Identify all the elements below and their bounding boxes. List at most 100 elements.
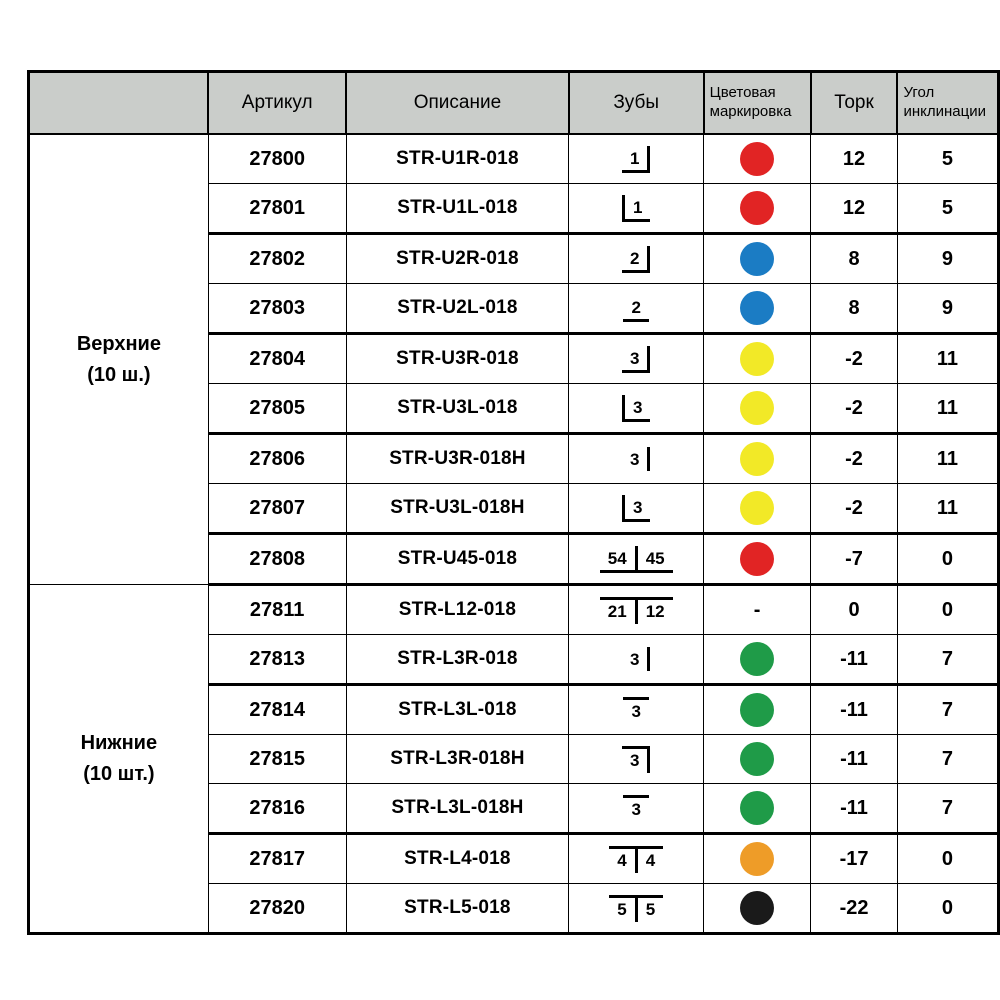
- teeth-quadrant-bar: [634, 596, 638, 624]
- teeth-notation: 1: [621, 194, 651, 222]
- group-count: (10 шт.): [83, 762, 155, 785]
- color-marking-cell: [703, 283, 812, 335]
- article-cell: 27808: [207, 533, 347, 586]
- teeth-cell: 21 12: [568, 584, 705, 635]
- group-title: Нижние: [80, 731, 158, 754]
- torque-cell: -2: [810, 483, 898, 535]
- teeth-number: 54: [599, 546, 635, 573]
- teeth-quadrant-bar: [647, 447, 651, 471]
- teeth-quadrant-bar: [647, 745, 651, 773]
- color-marking-cell: [703, 734, 812, 784]
- description-cell: STR-U3L-018H: [345, 483, 570, 535]
- table-row: 27806 STR-U3R-018H 3 -2 11: [29, 433, 1000, 484]
- torque-cell: -11: [810, 684, 898, 735]
- torque-cell: -2: [810, 383, 898, 435]
- article-cell: 27800: [207, 133, 347, 184]
- teeth-number: 3: [621, 745, 648, 773]
- description-cell: STR-U2L-018: [345, 283, 570, 335]
- color-marking-cell: [703, 233, 812, 284]
- table-row: 27803 STR-U2L-018 2 8 9: [29, 283, 1000, 335]
- teeth-number: 1: [621, 146, 648, 173]
- description-cell: STR-L4-018: [345, 833, 570, 884]
- description-cell: STR-L3R-018: [345, 634, 570, 686]
- table-row: 27801 STR-U1L-018 1 12 5: [29, 183, 1000, 235]
- teeth-cell: 1: [568, 183, 705, 235]
- teeth-notation: 3: [622, 647, 651, 672]
- description-cell: STR-U1R-018: [345, 133, 570, 184]
- teeth-number: 3: [624, 395, 651, 422]
- angle-cell: 0: [896, 833, 1000, 884]
- angle-cell: 5: [896, 183, 1000, 235]
- angle-cell: 7: [896, 734, 1000, 784]
- brackets-product-table: Артикул Описание Зубы Цветовая маркировк…: [27, 70, 1000, 935]
- torque-cell: -2: [810, 333, 898, 384]
- teeth-notation: 54 45: [599, 545, 673, 573]
- teeth-notation: 3: [623, 696, 649, 724]
- group-label-cell: Верхние (10 ш.): [27, 133, 209, 585]
- teeth-cell: 3: [568, 734, 705, 784]
- teeth-notation: 2: [623, 295, 649, 322]
- teeth-notation: 2: [621, 245, 651, 273]
- description-cell: STR-L12-018: [345, 584, 570, 635]
- teeth-number: 3: [623, 794, 649, 822]
- green-color-dot: [740, 742, 775, 776]
- table-row: 27814 STR-L3L-018 3 -11 7: [29, 684, 1000, 735]
- angle-cell: 5: [896, 133, 1000, 184]
- description-cell: STR-U3R-018: [345, 333, 570, 384]
- teeth-number: 3: [629, 449, 640, 469]
- color-marking-cell: [703, 783, 812, 835]
- table-row: Верхние (10 ш.) 27800 STR-U1R-018 1 1 2 5: [27, 133, 1000, 585]
- color-marking-cell: [703, 483, 812, 535]
- table-row: 27804 STR-U3R-018 3 -2 11: [29, 333, 1000, 384]
- header-row: Артикул Описание Зубы Цветовая маркировк…: [27, 70, 1000, 135]
- teeth-number: 2: [623, 295, 649, 322]
- header-empty-cell: [27, 70, 210, 135]
- yellow-color-dot: [740, 342, 775, 376]
- article-cell: 27820: [207, 883, 347, 934]
- teeth-number: 3: [624, 495, 651, 522]
- teeth-cell: 54 45: [568, 533, 705, 586]
- teeth-cell: 2: [568, 233, 705, 284]
- article-cell: 27803: [207, 283, 347, 335]
- teeth-cell: 1: [568, 133, 705, 184]
- angle-cell: 7: [896, 684, 1000, 735]
- article-cell: 27817: [207, 833, 347, 884]
- color-marking-cell: [703, 333, 812, 384]
- header-color-marking: Цветовая маркировка: [702, 70, 812, 135]
- table-row: 27816 STR-L3L-018H 3 -11 7: [29, 783, 1000, 835]
- green-color-dot: [740, 642, 775, 676]
- torque-cell: 0: [810, 584, 898, 635]
- teeth-quadrant-bar: [647, 647, 651, 671]
- description-cell: STR-L3L-018H: [345, 783, 570, 835]
- teeth-notation: 3: [623, 794, 649, 822]
- color-marking-cell: [703, 533, 812, 586]
- color-marking-cell: [703, 433, 812, 484]
- teeth-cell: 3: [568, 783, 705, 835]
- table-row: 27815 STR-L3R-018H 3 -11 7: [29, 734, 1000, 784]
- description-cell: STR-L3R-018H: [345, 734, 570, 784]
- article-cell: 27814: [207, 684, 347, 735]
- article-cell: 27802: [207, 233, 347, 284]
- teeth-cell: 3: [568, 333, 705, 384]
- green-color-dot: [740, 791, 775, 825]
- header-description: Описание: [345, 70, 570, 135]
- teeth-number: 3: [629, 649, 640, 669]
- article-cell: 27813: [207, 634, 347, 686]
- teeth-notation: 21 12: [599, 596, 673, 624]
- table-row: 27813 STR-L3R-018 3 -11 7: [29, 634, 1000, 686]
- torque-cell: -17: [810, 833, 898, 884]
- black-color-dot: [740, 891, 775, 925]
- teeth-number: 21: [599, 596, 635, 624]
- torque-cell: -7: [810, 533, 898, 586]
- angle-cell: 0: [896, 883, 1000, 934]
- description-cell: STR-U45-018: [345, 533, 570, 586]
- teeth-number: 45: [637, 546, 673, 573]
- teeth-cell: 3: [568, 684, 705, 735]
- teeth-cell: 3: [568, 383, 705, 435]
- red-color-dot: [740, 191, 775, 225]
- teeth-quadrant-bar: [621, 494, 625, 522]
- color-marking-cell: [703, 883, 812, 934]
- yellow-color-dot: [740, 391, 775, 425]
- teeth-number: 4: [609, 845, 635, 873]
